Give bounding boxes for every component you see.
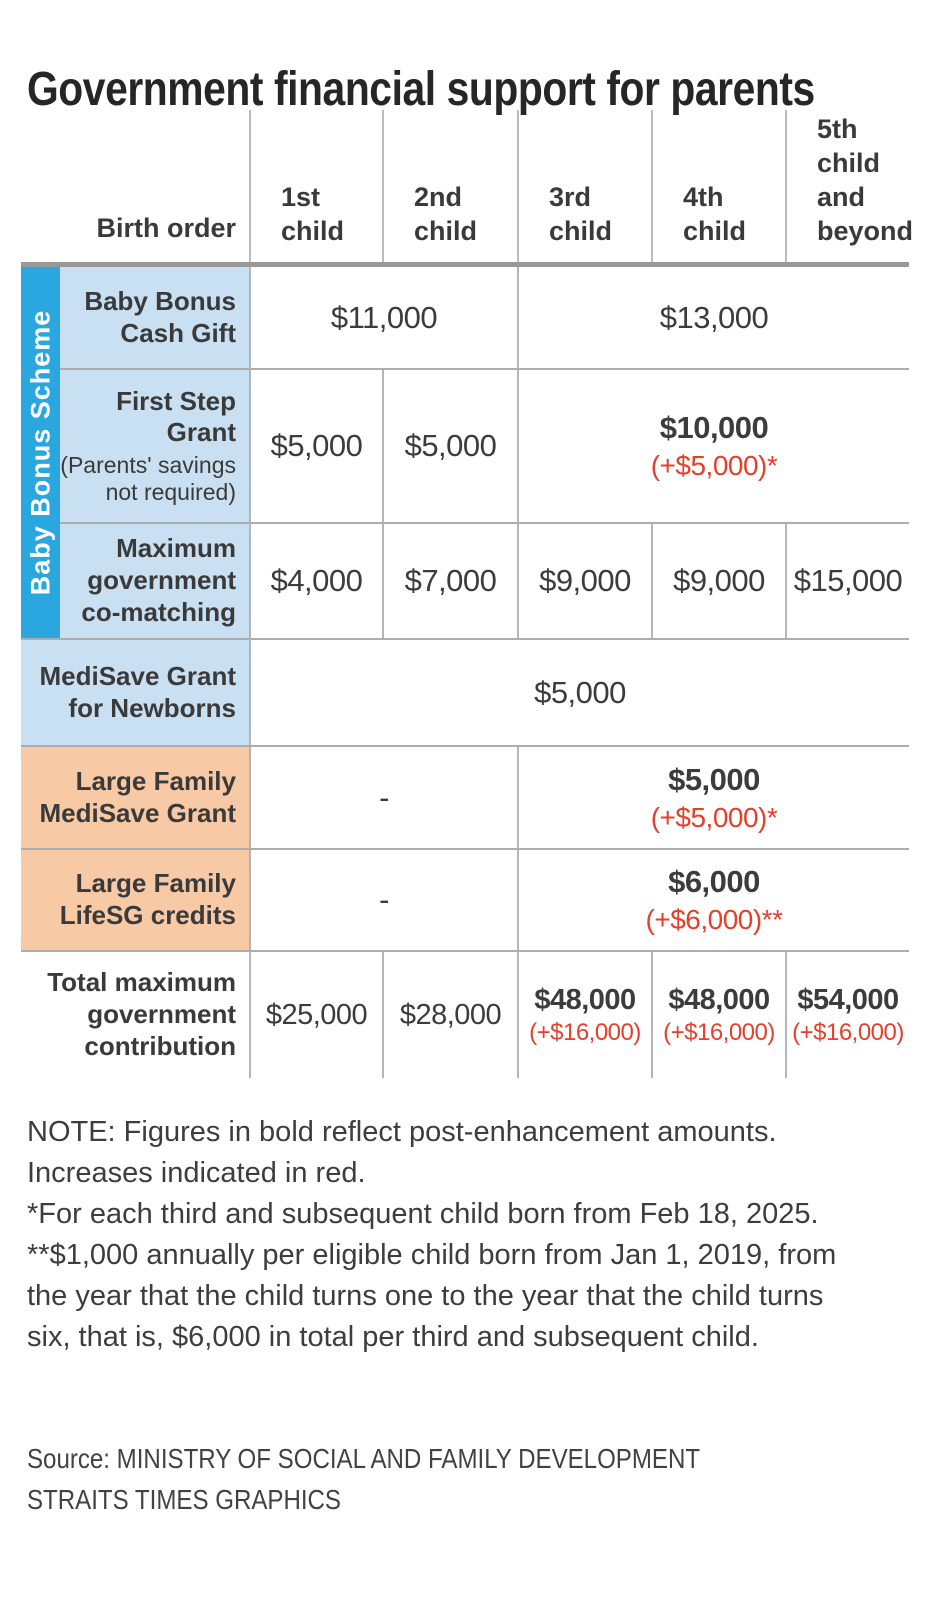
row-sublabel: (Parents' savings not required) [60,452,236,506]
row-label: Large Family LifeSG credits [59,868,236,930]
row-label: MediSave Grant for Newborns [39,660,236,723]
value: $48,000 [534,983,636,1016]
value: $5,000 [668,761,760,797]
row-label-cell: Total maximum government contribution [21,952,249,1078]
value: $10,000 [659,410,769,445]
value-cell-2nd: $28,000 [382,952,517,1078]
table-row-first-step-grant: First Step Grant (Parents' savings not r… [21,368,909,522]
header-col-label: 2nd child [414,181,478,246]
value: $9,000 [539,563,631,598]
value-cell-3rd-5th: $5,000 (+$5,000)* [517,747,909,848]
value-cell-1st-2nd: - [249,850,517,950]
value: $15,000 [793,563,903,598]
value-cell-3rd-5th: $10,000 (+$5,000)* [517,370,909,522]
table-row-baby-bonus-cash-gift: Baby Bonus Cash Gift $11,000 $13,000 [21,262,909,368]
value: $25,000 [265,998,368,1031]
value: $13,000 [659,299,769,335]
value-cell-1st-2nd: - [249,747,517,848]
value: $54,000 [797,983,899,1016]
value: $4,000 [270,563,363,598]
header-col-2nd-child: 2nd child [382,110,517,262]
value-cell-1st: $5,000 [249,370,382,522]
value-cell-3rd-5th: $6,000 (+$6,000)** [517,850,909,950]
header-birth-order: Birth order [96,213,236,243]
page-title: Government financial support for parents [27,63,815,117]
row-label-cell: Maximum government co-matching [60,524,249,638]
table-row-total-max-gov-contribution: Total maximum government contribution $2… [21,950,909,1078]
value: - [379,779,389,815]
baby-bonus-scheme-label: Baby Bonus Scheme [25,309,56,596]
header-col-5th-child-and-beyond: 5th child and beyond [785,110,913,262]
value: - [379,882,389,917]
row-label-cell: Large Family MediSave Grant [21,747,249,848]
header-col-label: 5th child and beyond [817,113,914,246]
row-label-cell: MediSave Grant for Newborns [21,640,249,745]
value: $6,000 [668,864,760,899]
value: $5,000 [404,428,497,463]
value-cell-all: $5,000 [249,640,909,745]
support-table: Birth order 1st child 2nd child 3rd chil… [21,110,913,1078]
value: $7,000 [404,563,497,598]
table-header-row: Birth order 1st child 2nd child 3rd chil… [21,110,913,262]
value-increase: (+$16,000) [529,1018,641,1046]
row-label: Large Family MediSave Grant [39,765,236,828]
value-increase: (+$16,000) [792,1018,904,1046]
baby-bonus-scheme-band: Baby Bonus Scheme [21,267,60,638]
row-label-cell: First Step Grant (Parents' savings not r… [60,370,249,522]
header-col-label: 1st child [281,181,345,246]
value-increase: (+$6,000)** [645,904,783,935]
row-label: First Step Grant [116,385,236,448]
value: $11,000 [330,299,438,335]
value-increase: (+$16,000) [663,1018,775,1046]
row-label-cell: Large Family LifeSG credits [21,850,249,950]
row-label-cell: Baby Bonus Cash Gift [60,267,249,368]
source-credit: Source: MINISTRY OF SOCIAL AND FAMILY DE… [27,1443,701,1515]
header-col-3rd-child: 3rd child [517,110,651,262]
header-col-1st-child: 1st child [249,110,382,262]
value-cell-1st-2nd: $11,000 [249,267,517,368]
value: $9,000 [673,563,765,598]
table-row-medisave-grant-newborns: MediSave Grant for Newborns $5,000 [21,638,909,745]
value-cell-3rd: $48,000 (+$16,000) [517,952,651,1078]
value: $5,000 [270,428,363,463]
header-col-label: 4th child [683,181,747,246]
value-cell-5th: $54,000 (+$16,000) [785,952,909,1078]
row-label: Baby Bonus Cash Gift [84,285,236,348]
value-cell-3rd: $9,000 [517,524,651,638]
table-row-max-gov-co-matching: Maximum government co-matching $4,000 $7… [21,522,909,638]
row-label: Maximum government co-matching [81,533,236,627]
value-cell-1st: $4,000 [249,524,382,638]
value-cell-2nd: $7,000 [382,524,517,638]
value: $48,000 [668,983,770,1016]
value-increase: (+$5,000)* [650,801,778,833]
value-cell-4th: $9,000 [651,524,785,638]
table-row-large-family-medisave-grant: Large Family MediSave Grant - $5,000 (+$… [21,745,909,848]
value-cell-3rd-5th: $13,000 [517,267,909,368]
row-label: Total maximum government contribution [47,967,236,1061]
value: $28,000 [399,998,502,1031]
value-cell-1st: $25,000 [249,952,382,1078]
table-row-large-family-lifesg-credits: Large Family LifeSG credits - $6,000 (+$… [21,848,909,950]
value-cell-2nd: $5,000 [382,370,517,522]
value-cell-5th: $15,000 [785,524,909,638]
header-col-label: 3rd child [549,181,613,246]
header-col-4th-child: 4th child [651,110,785,262]
value-increase: (+$5,000)* [650,450,778,481]
value-cell-4th: $48,000 (+$16,000) [651,952,785,1078]
footnotes: NOTE: Figures in bold reflect post-enhan… [27,1116,837,1353]
value: $5,000 [534,674,626,710]
